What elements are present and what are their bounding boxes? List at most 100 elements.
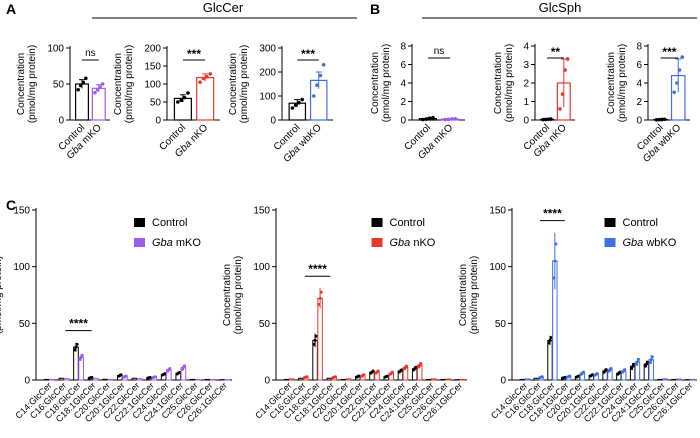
y-tick-label: 150	[144, 62, 161, 73]
y-axis-label-units: (pmol/mg protein)	[504, 44, 515, 122]
data-point	[182, 95, 187, 100]
data-point	[208, 72, 213, 76]
glcsph-header: GlcSph	[539, 0, 582, 15]
data-point	[560, 92, 565, 96]
y-tick-label: 150	[13, 206, 30, 217]
data-point	[98, 85, 102, 89]
data-point	[424, 117, 429, 121]
bar	[196, 76, 215, 121]
data-point	[563, 375, 567, 379]
data-point	[371, 369, 375, 373]
data-point	[168, 366, 172, 370]
y-tick-label: 0	[264, 376, 270, 387]
y-axis-label: Concentration	[606, 52, 617, 114]
data-point	[553, 259, 557, 263]
gene-name: Gba	[390, 237, 411, 249]
data-point	[176, 100, 180, 104]
data-point	[319, 290, 323, 294]
y-tick-label: 0	[270, 116, 276, 127]
data-point	[297, 100, 301, 105]
y-axis-label-units: (pmol/mg protein)	[617, 44, 628, 122]
data-point	[119, 373, 123, 377]
data-point	[74, 345, 78, 349]
data-point	[595, 372, 599, 376]
y-tick-label: 50	[259, 319, 271, 330]
y-tick-label: 100	[253, 262, 270, 273]
data-point	[680, 55, 685, 59]
y-tick-label: 50	[495, 319, 507, 330]
data-point	[649, 358, 653, 362]
data-point	[623, 368, 627, 372]
y-tick-label: 0	[523, 116, 529, 127]
panel-label-a: A	[6, 1, 16, 17]
y-tick-label: 100	[47, 44, 64, 55]
data-point	[577, 374, 581, 378]
y-axis-label: Concentration	[458, 264, 469, 326]
y-axis-label: Concentration	[113, 53, 124, 115]
data-point	[84, 76, 88, 81]
y-tick-label: 150	[489, 206, 506, 217]
data-point	[540, 375, 544, 379]
data-point	[414, 365, 418, 369]
data-point	[179, 98, 184, 102]
data-point	[581, 370, 585, 374]
y-axis-label-units: (pmol/mg protein)	[469, 256, 480, 334]
data-point	[76, 87, 80, 92]
data-point	[558, 107, 562, 111]
legend-swatch	[134, 238, 145, 247]
data-point	[75, 342, 79, 346]
data-point	[419, 362, 423, 366]
y-axis-label: Concentration	[16, 53, 27, 115]
significance-label: ****	[543, 207, 562, 221]
chart-species-mko: 0 50 100 150 Concentration (pmol/mg protein) C…	[0, 206, 232, 424]
significance-label: ***	[301, 47, 315, 61]
y-tick-label: 0	[155, 116, 161, 127]
significance-label: **	[551, 45, 561, 59]
chart-species-wbko: 0 50 100 150 Concentration (pmol/mg protein) C…	[458, 206, 697, 424]
data-point	[568, 374, 572, 378]
significance-label: ns	[434, 46, 445, 57]
y-tick-label: 4	[636, 79, 642, 90]
data-point	[290, 106, 295, 110]
y-tick-label: 2	[636, 97, 642, 108]
y-tick-label: 0	[636, 116, 642, 127]
data-point	[357, 374, 361, 378]
y-tick-label: 100	[13, 262, 30, 273]
data-point	[153, 375, 157, 379]
data-point	[201, 76, 206, 81]
data-point	[313, 338, 317, 342]
y-tick-label: 50	[53, 80, 65, 91]
legend-swatch	[371, 238, 383, 247]
significance-label: ns	[85, 48, 96, 59]
chart-glccer-wbko: 0 100 200 300 Concentration (pmol/mg protein)…	[228, 44, 333, 165]
gene-name: Gba	[623, 237, 644, 249]
data-point	[650, 355, 654, 359]
data-point	[632, 362, 636, 366]
y-axis-label: Concentration	[493, 52, 504, 114]
y-axis-label: Concentration	[228, 53, 239, 115]
y-tick-label: 6	[636, 60, 642, 71]
data-point	[637, 357, 641, 361]
significance-label: ***	[187, 47, 201, 61]
data-point	[314, 334, 318, 338]
data-point	[450, 117, 454, 121]
data-point	[541, 117, 545, 122]
data-point	[80, 353, 84, 357]
y-axis-label-units: (pmol/mg protein)	[27, 45, 38, 123]
data-point	[124, 374, 128, 378]
y-tick-label: 0	[24, 376, 30, 387]
data-point	[675, 81, 679, 85]
data-point	[660, 117, 664, 122]
legend-label: Control	[623, 217, 658, 229]
y-tick-label: 2	[523, 79, 529, 90]
data-point	[609, 366, 613, 370]
y-tick-label: 50	[19, 319, 31, 330]
data-point	[549, 336, 553, 340]
data-point	[385, 374, 389, 378]
legend-label: Gba mKO	[152, 237, 201, 249]
data-point	[293, 103, 298, 107]
model-name: nKO	[410, 237, 436, 249]
